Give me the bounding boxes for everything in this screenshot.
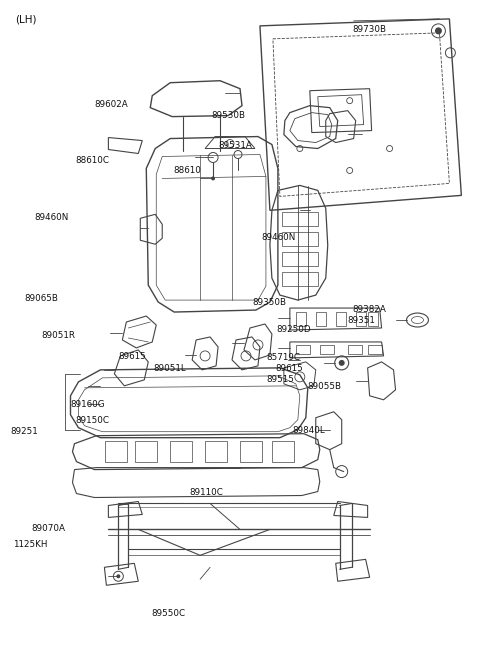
Text: 85719C: 85719C [266,353,300,362]
Text: 89530B: 89530B [211,111,245,120]
Text: 89382A: 89382A [352,305,386,314]
Text: 89250D: 89250D [276,325,311,334]
Text: 89615: 89615 [118,352,146,361]
Text: 89602A: 89602A [94,100,128,109]
Text: 89460N: 89460N [262,233,296,242]
Text: 89055B: 89055B [307,382,341,391]
Text: 89350B: 89350B [252,298,286,307]
Text: 89615: 89615 [275,364,303,373]
Text: 89251: 89251 [10,428,38,436]
Circle shape [116,574,120,578]
Text: 89051R: 89051R [41,331,75,341]
Text: 89160G: 89160G [70,400,105,409]
Text: 89550C: 89550C [152,609,186,618]
Text: 89051L: 89051L [154,364,187,373]
Text: 89065B: 89065B [24,293,59,303]
Circle shape [211,176,215,180]
Circle shape [339,360,345,366]
Text: 89460N: 89460N [34,214,69,222]
Text: 1125KH: 1125KH [12,540,47,549]
Text: 89070A: 89070A [32,523,66,533]
Text: 89840L: 89840L [293,426,325,435]
Text: 89150C: 89150C [75,416,109,424]
Circle shape [435,28,442,34]
Text: 89110C: 89110C [190,487,224,496]
Text: 88610: 88610 [173,166,201,176]
Text: 89730B: 89730B [352,25,386,34]
Text: 89351: 89351 [348,316,375,326]
Text: (LH): (LH) [15,15,36,25]
Text: 89531A: 89531A [218,141,252,151]
Text: 89515: 89515 [266,375,294,384]
Text: 88610C: 88610C [75,157,109,166]
